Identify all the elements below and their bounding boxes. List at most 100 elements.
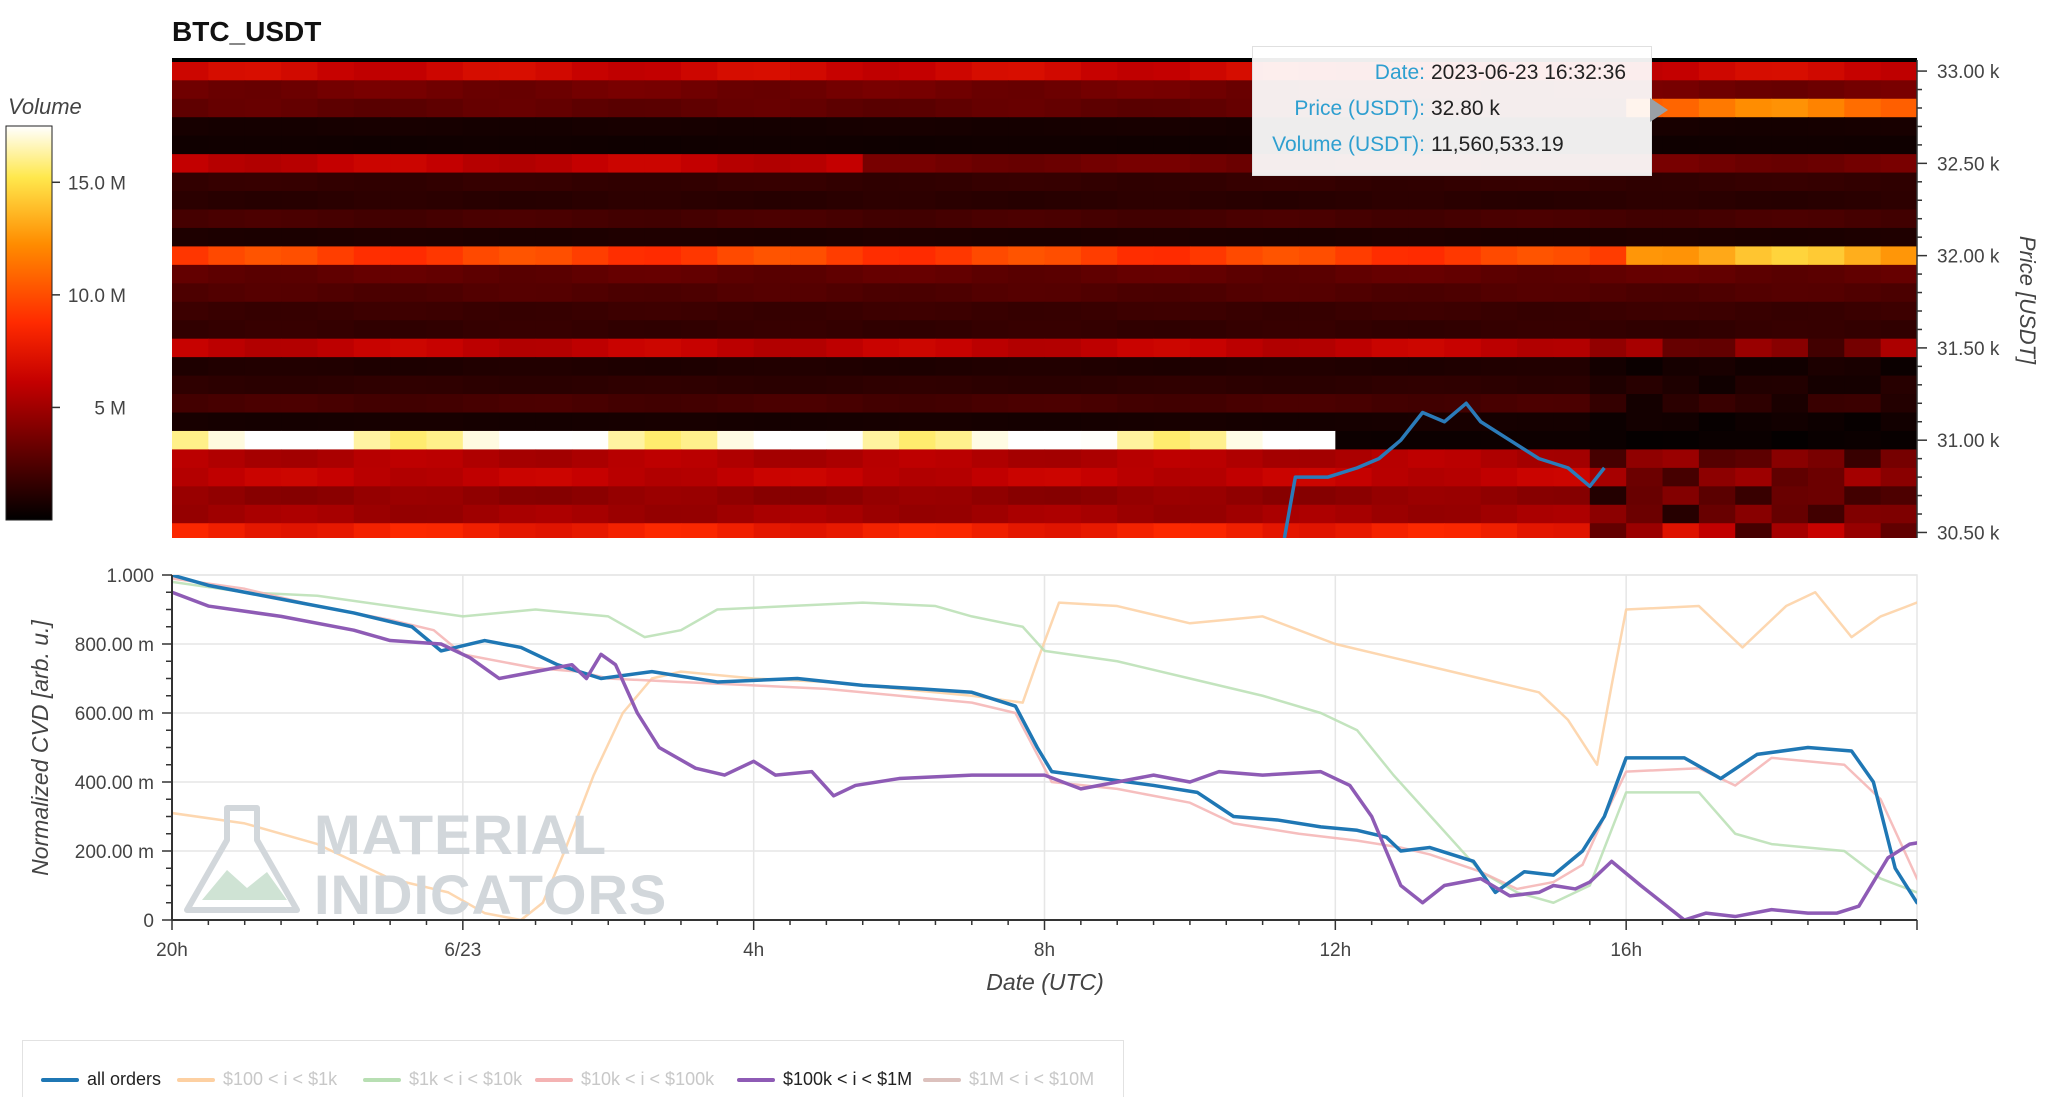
heatmap-cell: [499, 80, 537, 100]
heatmap-cell: [281, 209, 319, 229]
heatmap-cell: [1226, 412, 1264, 432]
heatmap-cell: [644, 61, 682, 81]
heatmap-cell: [971, 523, 1009, 538]
heatmap-cell: [172, 320, 209, 340]
heatmap-cell: [1589, 320, 1627, 340]
cvd-y-axis-label: Normalized CVD [arb. u.]: [27, 620, 53, 876]
heatmap-cell: [1408, 504, 1445, 524]
heatmap-cell: [753, 135, 791, 155]
heatmap-cell: [1044, 61, 1082, 81]
heatmap-cell: [971, 172, 1009, 192]
heatmap-cell: [1771, 117, 1809, 137]
heatmap-cell: [1117, 301, 1155, 321]
heatmap-cell: [1444, 357, 1482, 376]
heatmap-cell: [644, 154, 682, 173]
heatmap-cell: [1444, 504, 1482, 524]
heatmap-cell: [899, 504, 937, 524]
heatmap-cell: [644, 504, 682, 524]
heatmap-cell: [571, 154, 609, 173]
heatmap-cell: [644, 283, 682, 303]
heatmap-cell: [1262, 320, 1300, 340]
heatmap-cell: [1589, 227, 1627, 247]
heatmap-cell: [1807, 246, 1845, 266]
heatmap-cell: [1371, 412, 1409, 432]
heatmap-cell: [1553, 338, 1591, 358]
heatmap-cell: [1335, 227, 1373, 247]
heatmap-cell: [1626, 504, 1664, 524]
heatmap-cell: [1880, 135, 1917, 155]
heatmap-cell: [1771, 246, 1809, 266]
heatmap-cell: [571, 98, 609, 118]
cvd-plot[interactable]: 0 200.00 m 400.00 m 600.00 m 800.00 m 1.000 20…: [27, 566, 1990, 995]
heatmap-cell: [172, 357, 209, 376]
heatmap-cell: [1880, 209, 1917, 229]
heatmap-cell: [1117, 283, 1155, 303]
heatmap-cell: [753, 80, 791, 100]
heatmap-cell: [1408, 338, 1445, 358]
heatmap-plot[interactable]: 33.00 k 32.50 k 32.00 k 31.50 k 31.00 k 30.50…: [172, 58, 2040, 544]
heatmap-cell: [1226, 486, 1264, 506]
heatmap-cell: [535, 320, 573, 340]
heatmap-cell: [790, 449, 827, 469]
heatmap-cell: [1844, 430, 1882, 450]
heatmap-cell: [1371, 320, 1409, 340]
heatmap-cell: [644, 394, 682, 413]
heatmap-cell: [1117, 246, 1155, 266]
heatmap-cell: [1044, 357, 1082, 376]
heatmap-cell: [462, 209, 500, 229]
heatmap-cell: [281, 504, 319, 524]
heatmap-cell: [608, 375, 646, 395]
heatmap-cell: [1735, 172, 1773, 192]
heatmap-cell: [244, 504, 282, 524]
heatmap-cell: [1371, 430, 1409, 450]
heatmap-cell: [1771, 375, 1809, 395]
heatmap-cell: [1153, 80, 1191, 100]
heatmap-cell: [353, 246, 391, 266]
heatmap-cell: [390, 98, 428, 118]
heatmap-cell: [899, 209, 937, 229]
heatmap-cell: [1626, 357, 1664, 376]
heatmap-cell: [571, 320, 609, 340]
heatmap-cell: [717, 61, 755, 81]
heatmap-cell: [1044, 430, 1082, 450]
heatmap-cell: [426, 320, 464, 340]
heatmap-cell: [971, 209, 1009, 229]
heatmap-cell: [1844, 375, 1882, 395]
heatmap-cell: [499, 135, 537, 155]
heatmap-cell: [680, 264, 718, 284]
heatmap-cell: [390, 264, 428, 284]
heatmap-cell: [281, 357, 319, 376]
heatmap-cell: [1553, 246, 1591, 266]
heatmap-cell: [281, 135, 319, 155]
heatmap-cell: [353, 227, 391, 247]
heatmap-cell: [535, 264, 573, 284]
heatmap-cell: [208, 467, 246, 487]
heatmap-cell: [571, 191, 609, 210]
heatmap-cell: [1626, 394, 1664, 413]
heatmap-cell: [1844, 486, 1882, 506]
heatmap-cell: [826, 135, 864, 155]
heatmap-cell: [680, 467, 718, 487]
heatmap-cell: [499, 467, 537, 487]
heatmap-cell: [680, 246, 718, 266]
heatmap-cell: [1589, 504, 1627, 524]
heatmap-cell: [1226, 523, 1264, 538]
chart-legend[interactable]: all orders $100 < i < $1k $1k < i < $10k $1…: [22, 1040, 1124, 1097]
heatmap-cell: [1153, 320, 1191, 340]
heatmap-cell: [1044, 467, 1082, 487]
heatmap-cell: [1080, 375, 1118, 395]
heatmap-cell: [935, 246, 973, 266]
heatmap-cell: [462, 338, 500, 358]
heatmap-cell: [1153, 338, 1191, 358]
heatmap-cell: [1735, 227, 1773, 247]
heatmap-cell: [1117, 412, 1155, 432]
heatmap-cell: [1844, 135, 1882, 155]
heatmap-cell: [1080, 467, 1118, 487]
heatmap-cell: [608, 430, 646, 450]
heatmap-cell: [826, 154, 864, 173]
heatmap-cell: [862, 80, 900, 100]
heatmap-cell: [1880, 523, 1917, 538]
heatmap-cell: [172, 523, 209, 538]
heatmap-cell: [680, 504, 718, 524]
